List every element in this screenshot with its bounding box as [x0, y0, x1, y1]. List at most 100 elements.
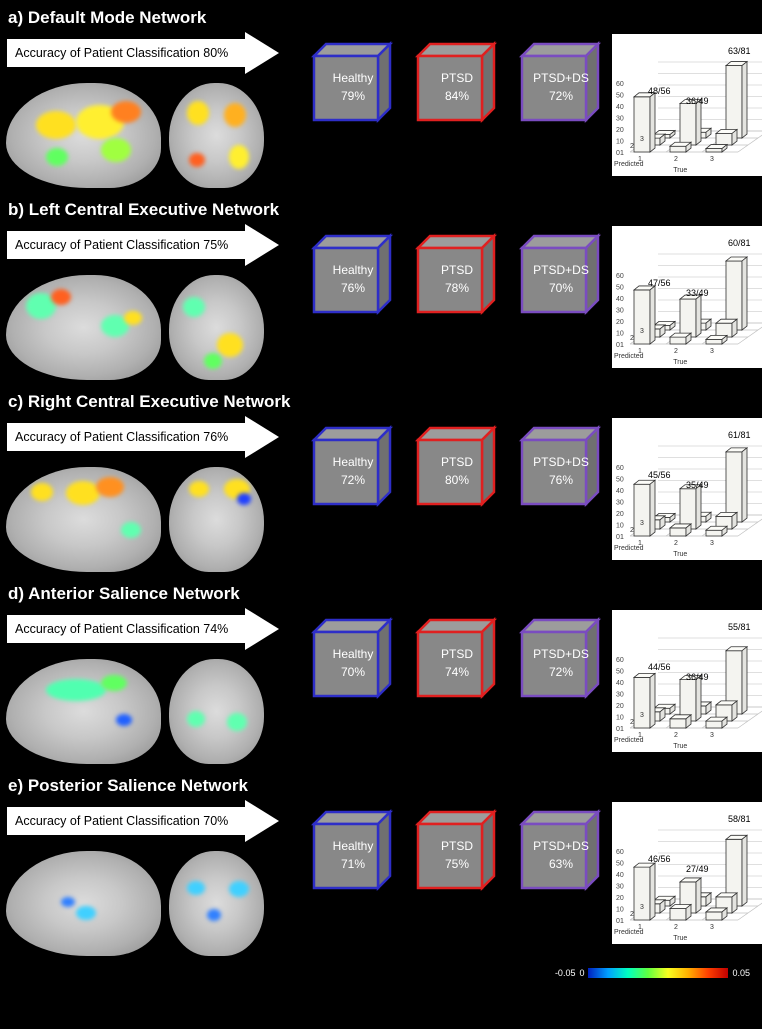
cube-ptsd: PTSD84% — [406, 36, 502, 132]
svg-text:1: 1 — [620, 918, 624, 925]
colorbar-max: 0.05 — [732, 968, 750, 978]
cube-pct: 75% — [420, 856, 494, 872]
svg-text:3: 3 — [640, 136, 644, 143]
svg-text:20: 20 — [616, 319, 624, 326]
cube-row: Healthy72% PTSD80% PTSD+DS76% — [302, 420, 606, 516]
bar-annotation: 36/49 — [686, 672, 709, 682]
bar-annotation: 63/81 — [728, 46, 751, 56]
svg-text:True: True — [673, 167, 687, 174]
panel-row: Accuracy of Patient Classification 76% H… — [6, 416, 756, 574]
bar-annotation: 35/49 — [686, 480, 709, 490]
svg-text:1: 1 — [620, 534, 624, 541]
activation-blob — [227, 713, 247, 731]
brain-images — [6, 848, 296, 958]
bar-annotation: 47/56 — [648, 278, 671, 288]
svg-text:10: 10 — [616, 139, 624, 146]
cube-label: PTSD — [441, 455, 473, 469]
panel-a: a) Default Mode Network Accuracy of Patie… — [6, 8, 756, 190]
cube-label: Healthy — [333, 647, 374, 661]
panel-title: a) Default Mode Network — [6, 8, 756, 28]
bar-annotation: 60/81 — [728, 238, 751, 248]
left-col: Accuracy of Patient Classification 70% — [6, 800, 296, 958]
brain-sagittal — [6, 851, 161, 956]
svg-text:60: 60 — [616, 849, 624, 856]
svg-text:50: 50 — [616, 669, 624, 676]
cube-ptsd_ds: PTSD+DS72% — [510, 36, 606, 132]
activation-blob — [207, 909, 221, 921]
accuracy-label: Accuracy of Patient Classification 74% — [6, 614, 246, 644]
svg-text:True: True — [673, 551, 687, 558]
svg-text:60: 60 — [616, 81, 624, 88]
svg-text:10: 10 — [616, 331, 624, 338]
colorbar-min: -0.05 — [555, 968, 576, 978]
left-col: Accuracy of Patient Classification 76% — [6, 416, 296, 574]
activation-blob — [224, 103, 246, 127]
bar-annotation: 46/56 — [648, 854, 671, 864]
cube-pct: 72% — [524, 664, 598, 680]
cube-ptsd_ds: PTSD+DS 70% — [510, 228, 606, 324]
arrow-head-icon — [245, 416, 279, 458]
left-col: Accuracy of Patient Classification 74% — [6, 608, 296, 766]
brain-axial — [169, 275, 264, 380]
activation-blob — [66, 481, 100, 505]
bar-annotation: 36/49 — [686, 96, 709, 106]
svg-text:Predicted: Predicted — [614, 353, 644, 360]
svg-text:True: True — [673, 935, 687, 942]
activation-blob — [46, 148, 68, 166]
cube-ptsd: PTSD80% — [406, 420, 502, 516]
accuracy-label: Accuracy of Patient Classification 70% — [6, 806, 246, 836]
cube-pct: 76% — [316, 280, 390, 296]
cube-label: Healthy — [333, 71, 374, 85]
panel-c: c) Right Central Executive Network Accura… — [6, 392, 756, 574]
svg-text:3: 3 — [710, 348, 714, 355]
arrow-head-icon — [245, 224, 279, 266]
confusion-bar-chart: 0102030405060123123TruePredicted47/5633/… — [612, 226, 762, 368]
panel-d: d) Anterior Salience Network Accuracy of … — [6, 584, 756, 766]
panel-title: c) Right Central Executive Network — [6, 392, 756, 412]
confusion-bar-chart: 0102030405060123123TruePredicted45/5635/… — [612, 418, 762, 560]
svg-text:30: 30 — [616, 116, 624, 123]
svg-text:2: 2 — [674, 732, 678, 739]
arrow-head-icon — [245, 608, 279, 650]
svg-text:3: 3 — [640, 520, 644, 527]
bar-annotation: 45/56 — [648, 470, 671, 480]
cube-healthy: Healthy71% — [302, 804, 398, 900]
svg-text:2: 2 — [630, 527, 634, 534]
svg-text:40: 40 — [616, 296, 624, 303]
cube-text: PTSD84% — [420, 70, 494, 104]
brain-axial — [169, 851, 264, 956]
cube-label: Healthy — [333, 263, 374, 277]
cube-label: PTSD+DS — [533, 839, 589, 853]
activation-blob — [101, 138, 131, 162]
svg-text:3: 3 — [640, 904, 644, 911]
cube-pct: 70% — [524, 280, 598, 296]
svg-text:Predicted: Predicted — [614, 737, 644, 744]
activation-blob — [36, 111, 76, 139]
accuracy-arrow: Accuracy of Patient Classification 76% — [6, 416, 296, 458]
cube-label: PTSD+DS — [533, 263, 589, 277]
svg-text:3: 3 — [640, 328, 644, 335]
svg-text:3: 3 — [710, 924, 714, 931]
bar-annotation: 27/49 — [686, 864, 709, 874]
cube-row: Healthy 76% PTSD78% PTSD+DS 70% — [302, 228, 606, 324]
accuracy-arrow: Accuracy of Patient Classification 75% — [6, 224, 296, 266]
cube-text: Healthy71% — [316, 838, 390, 872]
svg-text:1: 1 — [620, 342, 624, 349]
cube-text: PTSD78% — [420, 262, 494, 296]
brain-axial — [169, 467, 264, 572]
accuracy-arrow: Accuracy of Patient Classification 70% — [6, 800, 296, 842]
panel-title: e) Posterior Salience Network — [6, 776, 756, 796]
activation-blob — [51, 289, 71, 305]
svg-text:60: 60 — [616, 465, 624, 472]
cube-row: Healthy71% PTSD75% PTSD+DS63% — [302, 804, 606, 900]
cube-pct: 78% — [420, 280, 494, 296]
cube-text: PTSD+DS63% — [524, 838, 598, 872]
cube-text: PTSD+DS76% — [524, 454, 598, 488]
svg-text:30: 30 — [616, 692, 624, 699]
cube-pct: 79% — [316, 88, 390, 104]
svg-text:3: 3 — [710, 540, 714, 547]
panel-row: Accuracy of Patient Classification 80% H… — [6, 32, 756, 190]
panel-title: d) Anterior Salience Network — [6, 584, 756, 604]
activation-blob — [121, 522, 141, 538]
svg-text:Predicted: Predicted — [614, 929, 644, 936]
